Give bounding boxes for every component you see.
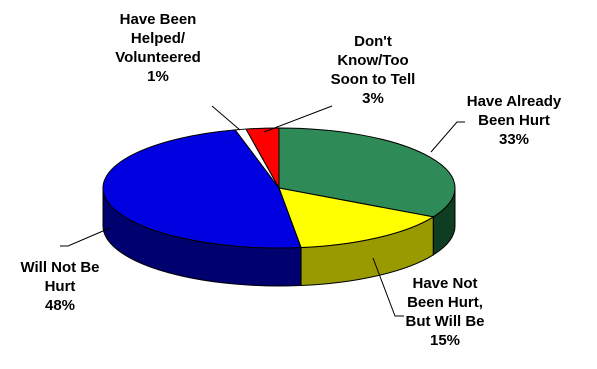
slice-label-have-already-been-hurt: Have Already Been Hurt 33% [467, 93, 562, 148]
slice-label-line: Volunteered [115, 49, 201, 66]
slice-label-line: Know/Too [337, 52, 408, 69]
slice-label-line: Don't [354, 33, 392, 50]
leader-line-have-already-been-hurt [430, 121, 465, 153]
slice-label-line: Been Hurt, [407, 294, 483, 311]
slice-label-have-been-helped-volunteered: Have Been Helped/Volunteered 1% [115, 11, 201, 85]
pie-slices [102, 127, 456, 249]
leader-line-have-been-helped-volunteered [211, 105, 241, 131]
slice-label-line: Have Already [467, 93, 562, 110]
slice-label-line: Have Not [412, 275, 477, 292]
slice-label-will-not-be-hurt: Will Not Be Hurt 48% [20, 259, 99, 314]
slice-label-line: Have Been [120, 11, 197, 28]
slice-label-line: Hurt [45, 278, 76, 295]
leader-lines [60, 105, 465, 317]
slice-label-line: Soon to Tell [331, 71, 416, 88]
slice-value: 48% [45, 297, 75, 314]
slice-value: 33% [499, 131, 529, 148]
pie-slice-have-already-been-hurt [278, 127, 456, 218]
slice-value: 1% [147, 68, 169, 85]
leader-line-will-not-be-hurt [60, 227, 111, 247]
pie-slice-don-t-know-too-soon-to-tell [245, 127, 280, 190]
slice-label-line: Will Not Be [20, 259, 99, 276]
slice-value: 3% [362, 90, 384, 107]
slice-value: 15% [430, 332, 460, 349]
slice-label-have-not-been-hurt-but-will-be: Have Not Been Hurt, But Will Be 15% [405, 275, 484, 349]
slice-label-line: Been Hurt [478, 112, 550, 129]
pie-slice-have-not-been-hurt-but-will-be [278, 187, 435, 249]
slice-label-line: Helped/ [131, 30, 186, 47]
slice-label-line: But Will Be [405, 313, 484, 330]
leader-line-don-t-know-too-soon-to-tell [263, 105, 333, 133]
pie-slice-will-not-be-hurt [102, 129, 302, 249]
leader-line-have-not-been-hurt-but-will-be [372, 257, 404, 317]
slice-labels: Have Already Been Hurt 33% Have Not Been Hur… [20, 11, 561, 349]
slice-label-don-t-know-too-soon-to-tell: Don't Know/Too Soon to Tell 3% [331, 33, 416, 107]
